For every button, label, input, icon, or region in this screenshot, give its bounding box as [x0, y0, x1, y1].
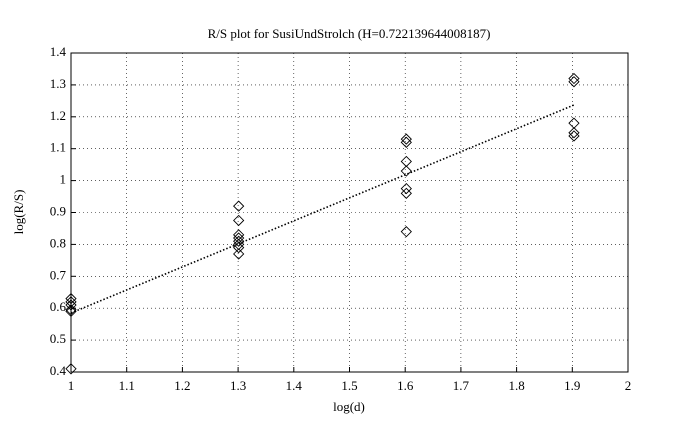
data-point [65, 292, 77, 305]
y-tick-label: 0.8 [50, 235, 66, 250]
y-tick-label: 0.4 [50, 363, 67, 378]
y-tick-label: 1 [60, 172, 67, 187]
data-point [568, 127, 580, 139]
plot-frame [70, 52, 629, 373]
y-tick-label: 1.1 [50, 140, 66, 155]
y-tick-label: 0.7 [50, 267, 67, 282]
data-point [233, 235, 245, 247]
x-tick-label: 1.6 [397, 378, 414, 393]
y-tick-label: 0.9 [50, 203, 66, 218]
data-point [233, 241, 245, 254]
x-tick-label: 1.4 [286, 378, 303, 393]
x-tick-label: 1.5 [341, 378, 357, 393]
data-point [568, 130, 580, 142]
data-point [568, 72, 580, 85]
y-tick-label: 1.2 [50, 108, 66, 123]
data-point [65, 304, 77, 316]
data-point [233, 200, 245, 212]
x-tick-label: 2 [625, 378, 632, 393]
x-tick-label: 1.9 [564, 378, 580, 393]
x-tick-label: 1.7 [453, 378, 470, 393]
y-tick-label: 1.3 [50, 76, 66, 91]
x-tick-label: 1.3 [230, 378, 246, 393]
chart-title: R/S plot for SusiUndStrolch (H=0.7221396… [208, 26, 491, 41]
data-point [400, 136, 412, 148]
data-point [400, 133, 412, 145]
data-point [400, 226, 412, 238]
data-point [65, 363, 77, 375]
data-point [400, 165, 412, 177]
data-point [233, 214, 245, 227]
data-point [568, 76, 580, 88]
data-point [65, 305, 77, 318]
data-point [65, 299, 77, 311]
data-point [400, 182, 412, 195]
y-tick-label: 1.4 [50, 44, 67, 59]
x-tick-label: 1.8 [508, 378, 524, 393]
x-tick-label: 1.2 [174, 378, 190, 393]
x-axis-label: log(d) [333, 399, 365, 414]
y-axis-label: log(R/S) [11, 190, 26, 235]
data-point [400, 187, 412, 199]
y-tick-label: 0.6 [50, 299, 67, 314]
y-tick-label: 0.5 [50, 331, 66, 346]
x-tick-label: 1.1 [119, 378, 135, 393]
x-tick-label: 1 [68, 378, 75, 393]
data-point [233, 248, 245, 260]
